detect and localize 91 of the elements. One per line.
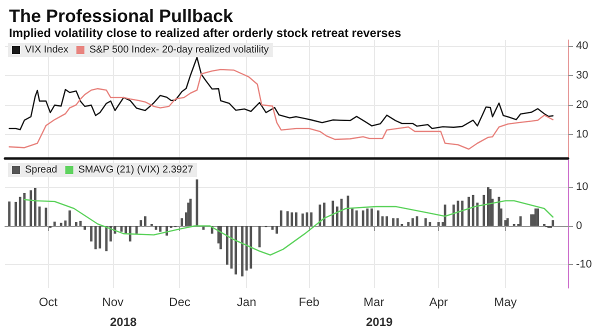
bar: [23, 192, 26, 226]
bar: [140, 220, 142, 226]
bar: [64, 220, 67, 226]
bar: [424, 218, 427, 226]
bar: [301, 214, 304, 226]
bar: [226, 226, 228, 265]
bar: [323, 202, 326, 226]
legend-label: Spread: [25, 164, 58, 176]
bar: [376, 210, 380, 226]
y-tick-label: 20: [576, 98, 588, 111]
line-series: [24, 198, 554, 256]
bar: [489, 189, 492, 226]
y-tick-label: 40: [576, 40, 588, 52]
bar: [452, 204, 455, 226]
bar: [180, 218, 184, 226]
bar: [220, 226, 222, 250]
y-tick-label: -10: [576, 258, 592, 271]
bar: [295, 212, 298, 226]
bar: [60, 222, 62, 226]
text: 2018: [110, 315, 138, 329]
bar: [552, 220, 554, 226]
line-series: [8, 68, 554, 150]
bar: [84, 226, 86, 230]
bar: [241, 226, 244, 276]
x-tick-label: Jan: [236, 295, 256, 309]
bar: [276, 226, 278, 234]
bar: [318, 204, 322, 226]
bar: [506, 218, 509, 226]
bar: [68, 210, 71, 226]
bar: [428, 222, 432, 226]
x-tick-label: Apr: [429, 295, 448, 309]
bar: [286, 211, 289, 226]
bar: [332, 200, 334, 226]
bar: [472, 194, 474, 226]
bar: [18, 196, 22, 226]
y-tick-label: 30: [576, 69, 588, 82]
bar: [105, 226, 108, 252]
bar: [355, 210, 358, 226]
bar: [482, 194, 486, 226]
bar: [407, 222, 410, 226]
line-series: [8, 56, 554, 130]
bar: [386, 216, 388, 226]
bar: [187, 202, 190, 226]
bar: [396, 218, 399, 226]
chart-subtitle: Implied volatility close to realized after orderly stock retreat reverses: [9, 26, 402, 40]
bar: [336, 206, 338, 226]
bar: [468, 196, 470, 226]
bar: [30, 190, 32, 226]
bar: [362, 210, 364, 226]
bar: [98, 226, 102, 248]
bar: [124, 226, 127, 234]
bar: [392, 218, 394, 226]
legend-label: S&P 500 Index- 20-day realized volatility: [89, 44, 269, 56]
bar: [8, 202, 11, 226]
legend-label: SMAVG (21) (VIX) 2.3927: [78, 164, 194, 176]
bar: [14, 202, 17, 226]
bar: [437, 222, 440, 226]
bar: [109, 226, 112, 242]
bar: [135, 226, 138, 234]
bar: [461, 200, 464, 226]
bar: [411, 218, 414, 226]
y-tick-label: 0: [576, 220, 582, 232]
bar: [370, 208, 373, 226]
bar: [351, 208, 354, 226]
x-tick-label: Mar: [364, 295, 384, 309]
bar: [128, 226, 132, 242]
bar: [290, 212, 294, 226]
chart-title: The Professional Pullback: [9, 6, 234, 26]
y-tick-label: 10: [576, 181, 588, 194]
bar: [250, 226, 252, 269]
bar: [245, 226, 248, 271]
bar: [53, 222, 56, 226]
x-tick-label: Feb: [298, 295, 320, 309]
legend-label: VIX Index: [25, 44, 68, 56]
bar: [310, 212, 313, 226]
bar: [90, 226, 92, 242]
x-tick-label: May: [494, 295, 517, 309]
y-tick-label: 10: [576, 128, 588, 140]
bar: [234, 226, 238, 274]
bar: [144, 216, 146, 226]
bar: [159, 226, 162, 232]
bar: [94, 226, 97, 250]
x-tick-label: Dec: [169, 295, 190, 309]
bar: [536, 208, 539, 226]
x-tick-label: Nov: [102, 295, 124, 309]
text: 2019: [366, 315, 394, 329]
x-tick-label: Oct: [38, 295, 58, 309]
bar: [34, 188, 36, 226]
bar: [74, 222, 78, 226]
bar: [366, 208, 369, 226]
bar: [280, 210, 282, 226]
